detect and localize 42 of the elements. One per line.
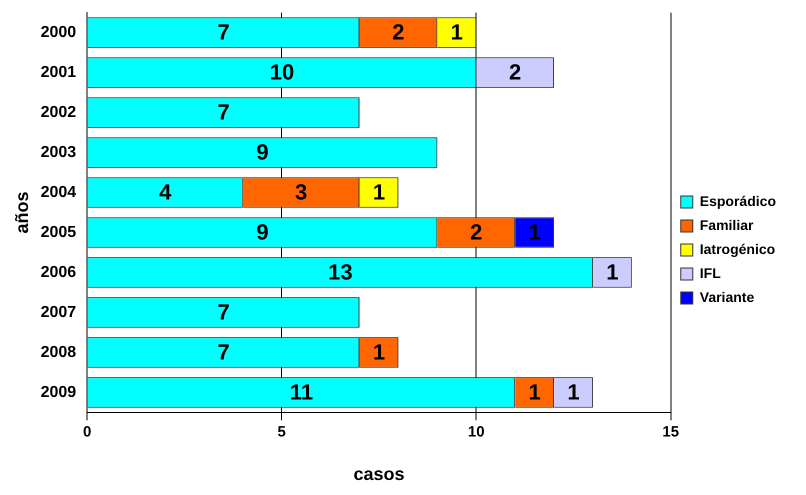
x-tick-label: 5 bbox=[278, 424, 286, 441]
data-label: 3 bbox=[295, 180, 308, 205]
y-tick-label: 2009 bbox=[40, 384, 76, 401]
y-tick-label: 2004 bbox=[40, 184, 76, 201]
y-tick-label: 2002 bbox=[40, 104, 76, 121]
legend-label: Familiar bbox=[700, 216, 754, 233]
data-label: 9 bbox=[256, 220, 269, 245]
x-tick-label: 15 bbox=[662, 424, 680, 441]
data-label: 7 bbox=[217, 300, 230, 325]
y-tick-label: 2007 bbox=[40, 304, 76, 321]
data-label: 1 bbox=[528, 220, 541, 245]
y-tick-label: 2001 bbox=[40, 64, 76, 81]
data-label: 1 bbox=[528, 379, 541, 404]
data-label: 1 bbox=[567, 379, 580, 404]
data-label: 4 bbox=[159, 180, 172, 205]
data-label: 2 bbox=[470, 220, 482, 245]
legend-label: IFL bbox=[700, 264, 722, 281]
x-tick-label: 10 bbox=[468, 424, 485, 441]
x-tick-label: 0 bbox=[83, 424, 92, 441]
data-label: 1 bbox=[606, 260, 619, 285]
data-label: 7 bbox=[217, 20, 230, 45]
data-label: 1 bbox=[372, 180, 386, 205]
data-label: 13 bbox=[328, 260, 353, 285]
legend-label: Esporádico bbox=[700, 192, 776, 209]
data-label: 1 bbox=[372, 339, 386, 364]
data-label: 2 bbox=[509, 60, 522, 85]
data-label: 10 bbox=[270, 60, 294, 85]
data-label: 7 bbox=[217, 100, 230, 125]
data-label: 9 bbox=[256, 140, 269, 165]
y-tick-label: 2006 bbox=[40, 264, 76, 281]
y-tick-label: 2005 bbox=[40, 224, 76, 241]
data-label: 2 bbox=[392, 20, 405, 45]
data-label: 7 bbox=[217, 339, 230, 364]
y-tick-label: 2000 bbox=[40, 24, 76, 41]
y-tick-label: 2008 bbox=[40, 344, 76, 361]
legend-label: Iatrogénico bbox=[700, 240, 776, 257]
legend-label: Variante bbox=[700, 288, 754, 305]
x-axis-title: casos bbox=[353, 464, 404, 484]
y-tick-label: 2003 bbox=[40, 144, 76, 161]
y-axis-title: años bbox=[12, 191, 32, 234]
data-label: 1 bbox=[450, 20, 463, 45]
data-label: 11 bbox=[290, 379, 314, 404]
